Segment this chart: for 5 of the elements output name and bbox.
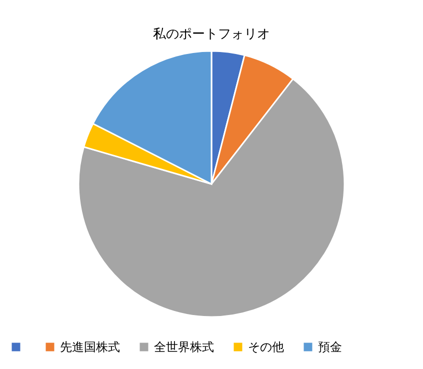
legend-label: 先進国株式 bbox=[60, 340, 120, 354]
legend-label: その他 bbox=[248, 340, 284, 354]
legend-label: 全世界株式 bbox=[154, 340, 214, 354]
chart-title: 私のポートフォリオ bbox=[153, 27, 270, 42]
legend-label: 預金 bbox=[318, 340, 342, 354]
